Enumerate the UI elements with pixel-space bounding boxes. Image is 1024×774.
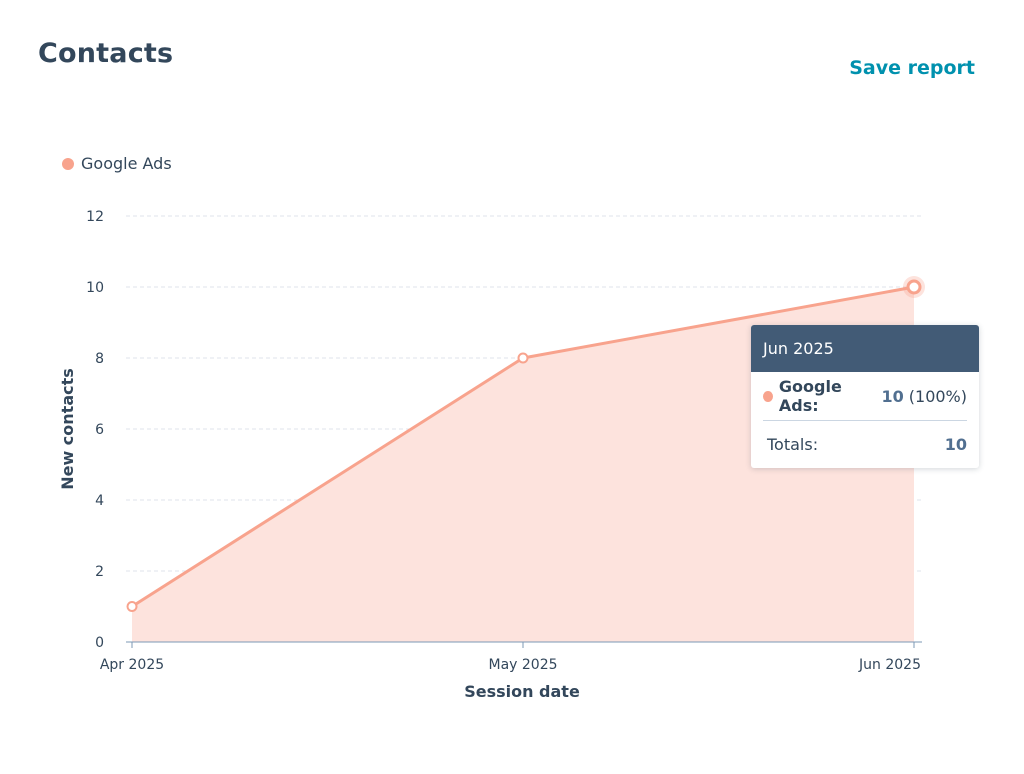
tooltip-totals-label: Totals: [767,435,819,454]
tooltip-divider [763,420,967,421]
x-tick-label-0: Apr 2025 [100,657,164,673]
y-tick-label-6: 6 [95,422,104,438]
save-report-button[interactable]: Save report [849,57,975,79]
tooltip-series-value: 10 [881,386,904,406]
page-title: Contacts [38,38,174,69]
y-tick-label-4: 4 [95,493,104,509]
chart-legend[interactable]: Google Ads [62,154,172,173]
tooltip-totals-row: Totals: 10 [751,421,979,468]
y-tick-label-8: 8 [95,351,104,367]
tooltip-series-dot [763,390,773,402]
x-axis-title: Session date [464,682,580,701]
chart-tooltip: Jun 2025 Google Ads: 10 (100%) Totals: 1… [751,325,979,468]
tooltip-title: Jun 2025 [751,325,979,372]
legend-label-google-ads: Google Ads [81,154,172,173]
y-axis-title: New contacts [58,368,77,490]
tooltip-totals-value: 10 [944,435,967,454]
tooltip-series-row: Google Ads: 10 (100%) [763,372,967,420]
legend-swatch-google-ads [62,157,74,170]
x-tick-label-2: Jun 2025 [858,657,921,673]
tooltip-series-label: Google Ads: [778,377,842,415]
axes: 0 2 4 6 8 10 12 Apr 2025 May 2025 Jun 2025 [86,209,922,673]
series-area-0 [132,287,914,642]
area-fill-layer [132,287,914,642]
tooltip-series-percent: (100%) [908,386,967,406]
data-point-2[interactable] [906,279,922,295]
y-tick-label-0: 0 [95,635,104,651]
x-tick-label-1: May 2025 [488,657,557,673]
data-points[interactable] [126,276,926,612]
y-tick-label-10: 10 [86,280,104,296]
data-point-1[interactable] [517,352,529,364]
y-tick-label-12: 12 [86,209,104,225]
data-point-0[interactable] [126,601,138,612]
y-tick-label-2: 2 [95,564,104,580]
